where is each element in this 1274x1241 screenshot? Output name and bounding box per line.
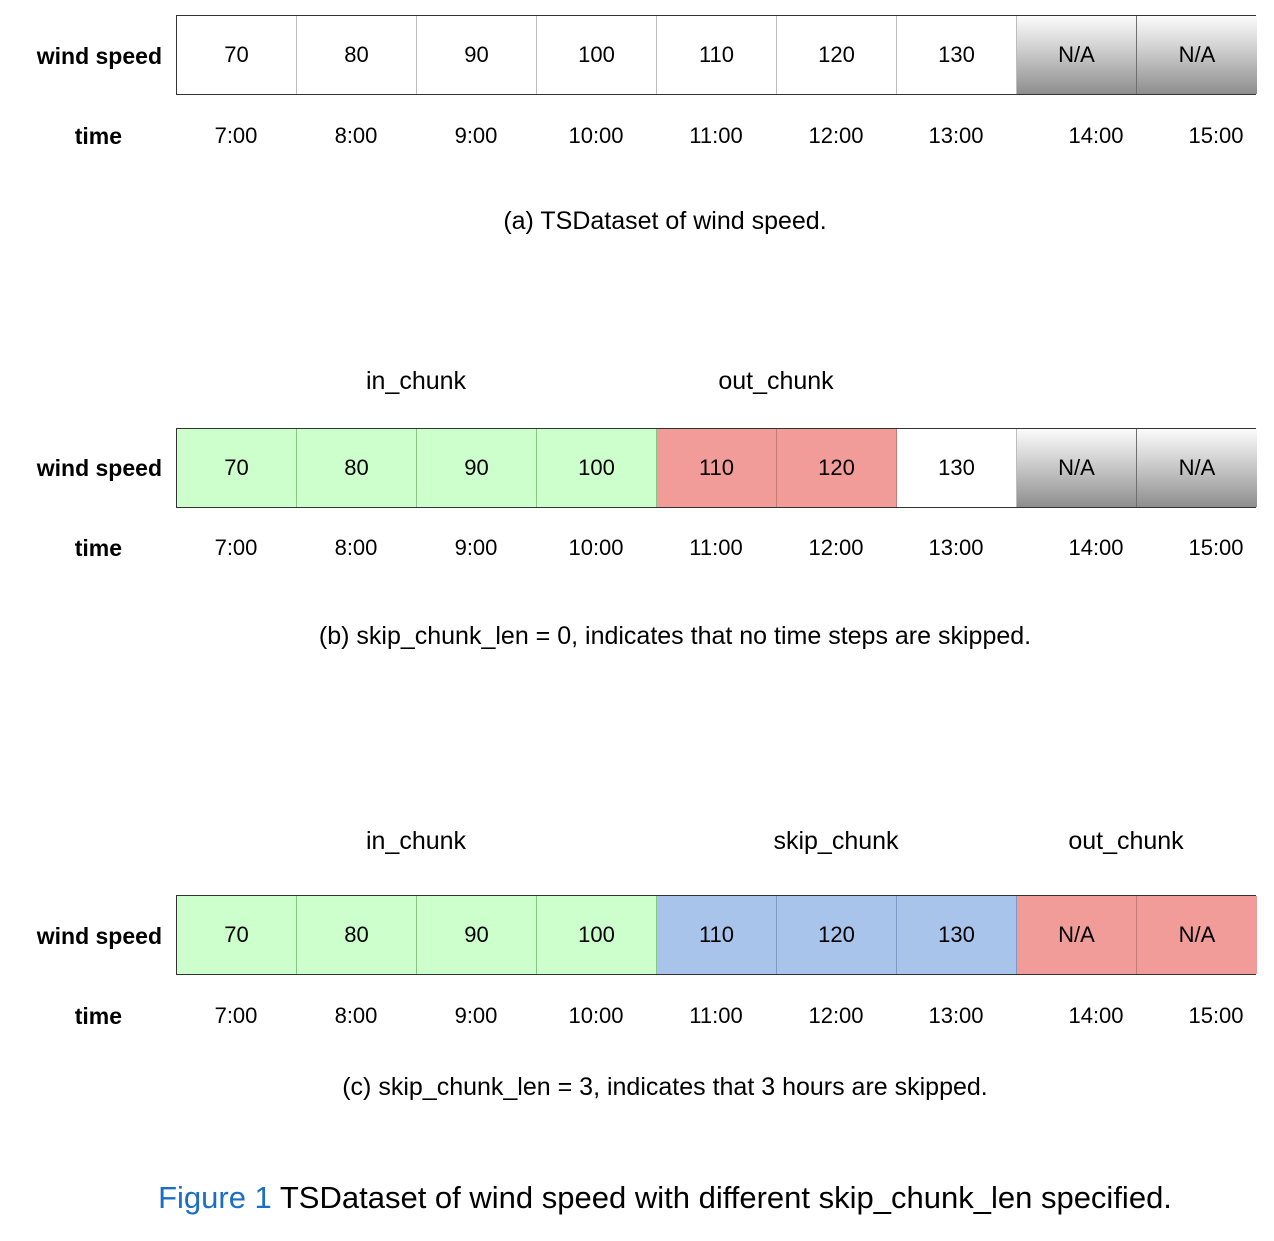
value-cell: 130 bbox=[897, 429, 1017, 507]
time-cell: 15:00 bbox=[1188, 1003, 1244, 1028]
out-chunk-label: out_chunk bbox=[718, 367, 834, 395]
time-cell: 11:00 bbox=[689, 1003, 743, 1028]
time-cell: 7:00 bbox=[214, 535, 258, 560]
time-cell: 15:00 bbox=[1188, 535, 1244, 560]
value-cell: 130 bbox=[897, 16, 1017, 94]
in-chunk-cell: 90 bbox=[417, 896, 537, 974]
in-chunk-cell: 70 bbox=[177, 429, 297, 507]
time-cell: 8:00 bbox=[334, 123, 378, 148]
wind-speed-label: wind speed bbox=[36, 43, 162, 69]
time-cell: 14:00 bbox=[1068, 123, 1124, 148]
caption-b: (b) skip_chunk_len = 0, indicates that n… bbox=[318, 622, 1032, 650]
time-cell: 9:00 bbox=[454, 1003, 498, 1028]
value-cell: 90 bbox=[417, 16, 537, 94]
figure-title: TSDataset of wind speed with different s… bbox=[271, 1180, 1172, 1215]
out-chunk-cell: 110 bbox=[657, 429, 777, 507]
in-chunk-cell: 70 bbox=[177, 896, 297, 974]
wind-speed-cells: 70 80 90 100 110 120 130 N/A N/A bbox=[176, 428, 1257, 508]
time-row: 7:00 8:00 9:00 10:00 11:00 12:00 13:00 1… bbox=[176, 535, 1256, 561]
wind-speed-cells: 70 80 90 100 110 120 130 N/A N/A bbox=[176, 895, 1257, 975]
time-label: time bbox=[74, 1003, 122, 1029]
in-chunk-cell: 80 bbox=[297, 896, 417, 974]
value-cell: 120 bbox=[777, 16, 897, 94]
time-cell: 14:00 bbox=[1068, 535, 1124, 560]
time-label: time bbox=[74, 123, 122, 149]
time-cell: 13:00 bbox=[928, 1003, 984, 1028]
value-cell: 70 bbox=[177, 16, 297, 94]
skip-chunk-cell: 110 bbox=[657, 896, 777, 974]
in-chunk-cell: 100 bbox=[537, 896, 657, 974]
in-chunk-cell: 100 bbox=[537, 429, 657, 507]
time-cell: 11:00 bbox=[689, 123, 743, 148]
time-cell: 10:00 bbox=[568, 535, 624, 560]
skip-chunk-label: skip_chunk bbox=[773, 827, 899, 855]
caption-a: (a) TSDataset of wind speed. bbox=[503, 207, 827, 235]
time-cell: 9:00 bbox=[454, 535, 498, 560]
out-chunk-cell: N/A bbox=[1017, 896, 1137, 974]
skip-chunk-cell: 130 bbox=[897, 896, 1017, 974]
value-cell: 100 bbox=[537, 16, 657, 94]
time-cell: 12:00 bbox=[808, 1003, 864, 1028]
time-cell: 7:00 bbox=[214, 1003, 258, 1028]
value-cell: 80 bbox=[297, 16, 417, 94]
time-cell: 10:00 bbox=[568, 123, 624, 148]
time-cell: 8:00 bbox=[334, 535, 378, 560]
time-row: 7:00 8:00 9:00 10:00 11:00 12:00 13:00 1… bbox=[176, 1003, 1256, 1029]
in-chunk-cell: 90 bbox=[417, 429, 537, 507]
missing-value-cell: N/A bbox=[1137, 429, 1257, 507]
time-cell: 15:00 bbox=[1188, 123, 1244, 148]
time-row: 7:00 8:00 9:00 10:00 11:00 12:00 13:00 1… bbox=[176, 123, 1256, 149]
time-cell: 13:00 bbox=[928, 535, 984, 560]
out-chunk-cell: N/A bbox=[1137, 896, 1257, 974]
time-cell: 7:00 bbox=[214, 123, 258, 148]
figure-caption: Figure 1 TSDataset of wind speed with di… bbox=[0, 1180, 1274, 1216]
value-cell: 110 bbox=[657, 16, 777, 94]
missing-value-cell: N/A bbox=[1017, 429, 1137, 507]
time-cell: 10:00 bbox=[568, 1003, 624, 1028]
in-chunk-cell: 80 bbox=[297, 429, 417, 507]
skip-chunk-cell: 120 bbox=[777, 896, 897, 974]
time-cell: 9:00 bbox=[454, 123, 498, 148]
in-chunk-label: in_chunk bbox=[365, 367, 467, 395]
missing-value-cell: N/A bbox=[1017, 16, 1137, 94]
time-cell: 12:00 bbox=[808, 535, 864, 560]
time-cell: 13:00 bbox=[928, 123, 984, 148]
time-cell: 8:00 bbox=[334, 1003, 378, 1028]
caption-c: (c) skip_chunk_len = 3, indicates that 3… bbox=[342, 1073, 988, 1101]
time-cell: 12:00 bbox=[808, 123, 864, 148]
out-chunk-label: out_chunk bbox=[1068, 827, 1184, 855]
wind-speed-label: wind speed bbox=[36, 923, 162, 949]
out-chunk-cell: 120 bbox=[777, 429, 897, 507]
wind-speed-cells: 70 80 90 100 110 120 130 N/A N/A bbox=[176, 15, 1257, 95]
time-cell: 14:00 bbox=[1068, 1003, 1124, 1028]
time-cell: 11:00 bbox=[689, 535, 743, 560]
wind-speed-label: wind speed bbox=[36, 455, 162, 481]
missing-value-cell: N/A bbox=[1137, 16, 1257, 94]
figure-number: Figure 1 bbox=[158, 1180, 272, 1215]
time-label: time bbox=[74, 535, 122, 561]
in-chunk-label: in_chunk bbox=[365, 827, 467, 855]
